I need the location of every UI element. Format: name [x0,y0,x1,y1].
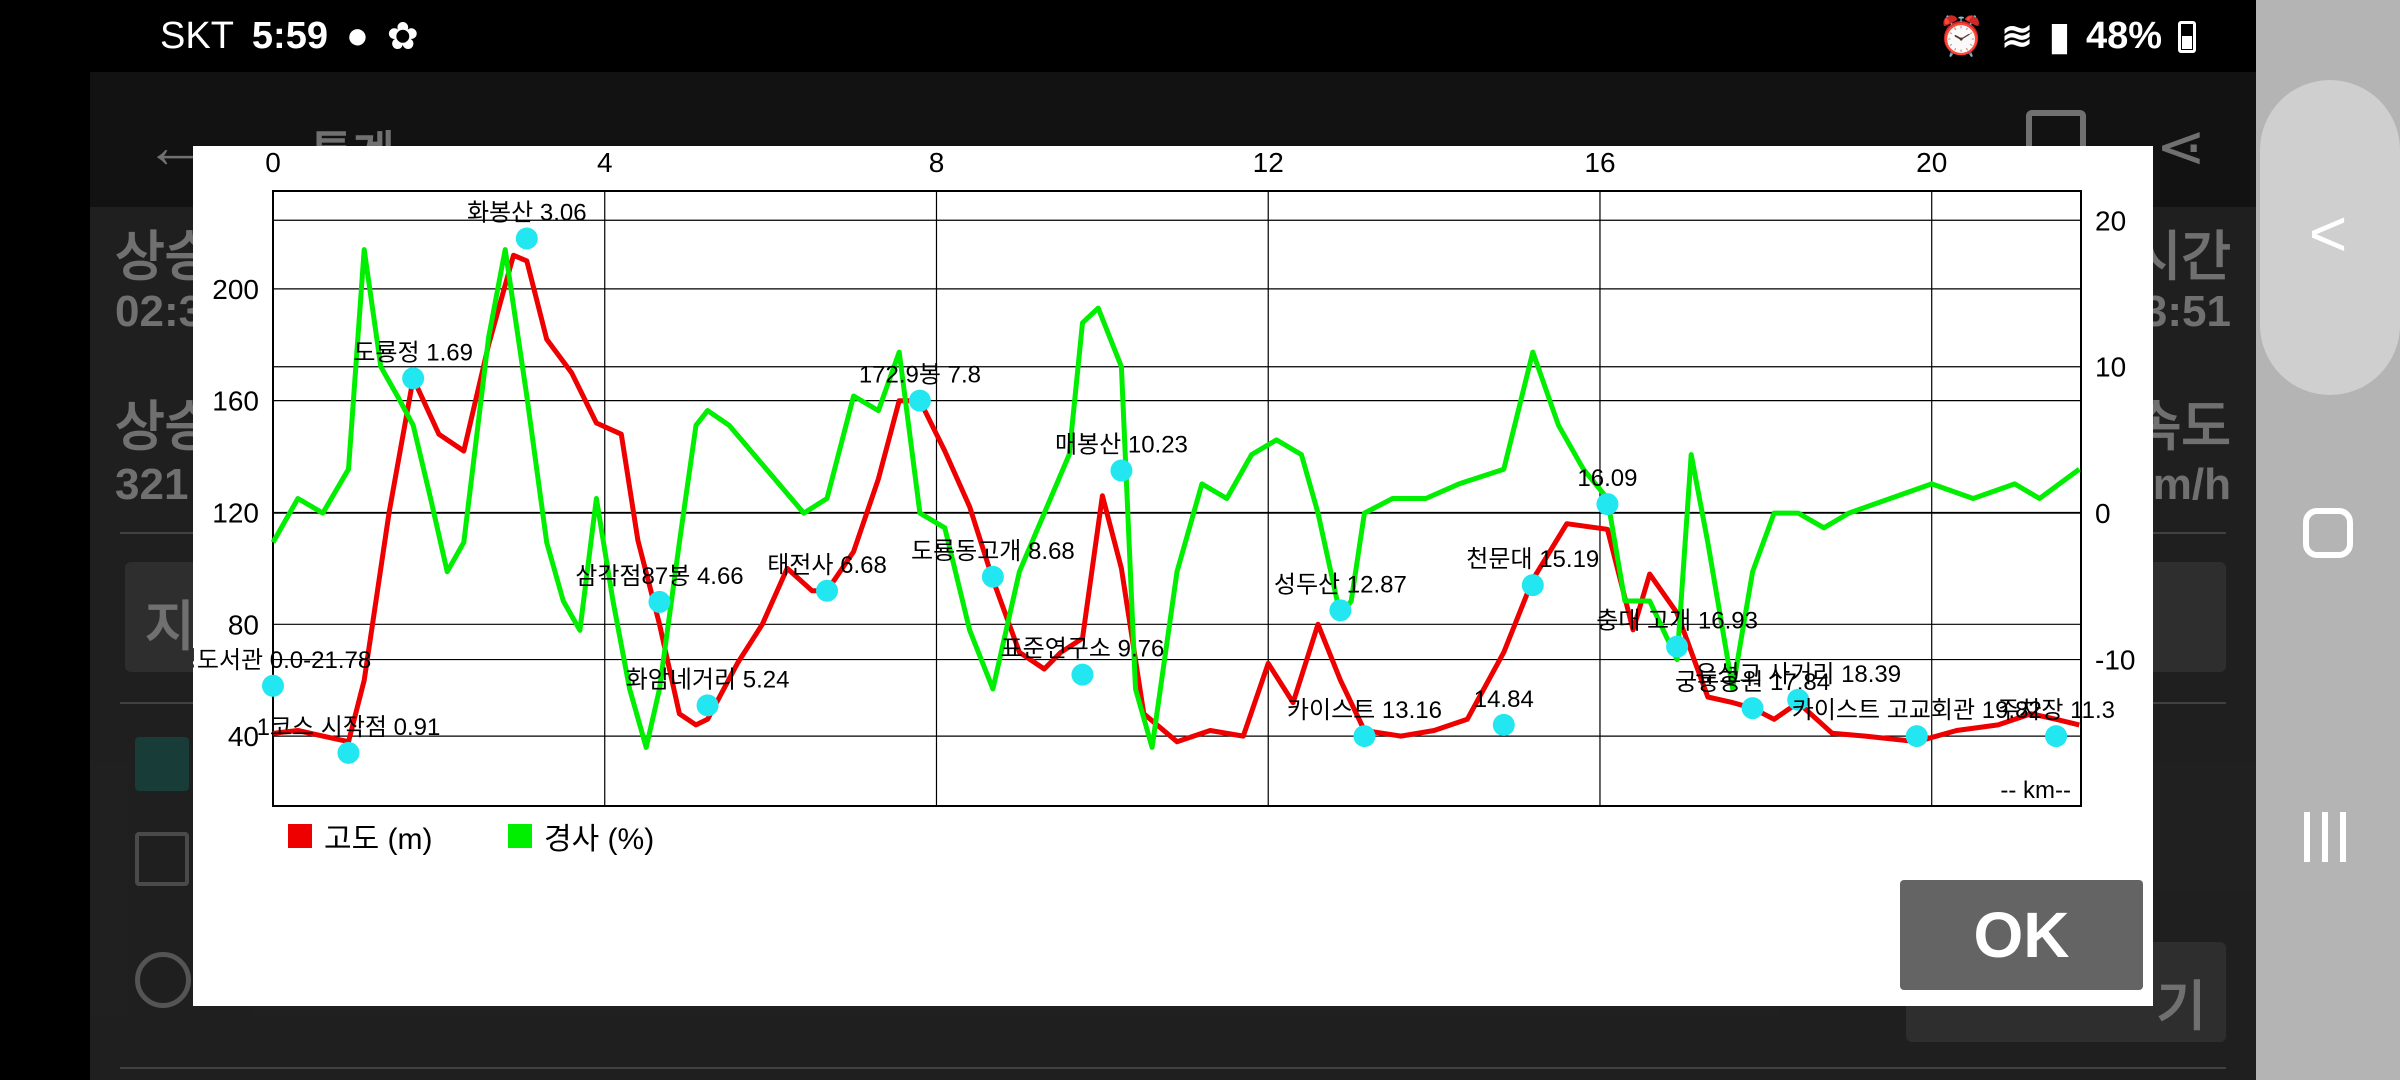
waypoint-label: 14.84 [1474,686,1534,713]
legend-swatch [508,824,532,848]
waypoint-marker [908,389,931,412]
back-nav-icon[interactable]: < [2308,196,2348,270]
elevation-chart: 0 4 8 12 16 20 200 160 120 80 40 20 10 0 -10 -- km-- 성도… [193,147,2135,807]
waypoint-label: 성두산 12.87 [1274,571,1407,598]
waypoint-marker [337,741,360,764]
waypoint-marker [1110,459,1133,482]
recent-apps-icon[interactable] [2304,812,2346,862]
wifi-icon: ≋ [2001,16,2034,58]
waypoint-marker [1521,574,1544,597]
waypoint-label: 태전사 6.68 [767,552,887,579]
waypoint-marker [1353,725,1376,748]
battery-icon [2178,20,2196,53]
waypoint-label: 유성고 사거리 18.39 [1695,661,1901,688]
waypoint-marker [981,565,1004,588]
divider [120,1067,2226,1069]
x-tick-label: 4 [597,147,613,178]
waypoint-marker [1741,697,1764,720]
y-left-tick-label: 80 [228,609,259,640]
y-right-tick-label: 0 [2095,498,2111,529]
signal-icon: ▮ [2049,16,2070,58]
legend-item-slope: 경사 (%) [508,814,654,858]
y-left-tick-label: 200 [212,274,259,305]
legend-swatch [288,824,312,848]
waypoint-marker [2045,725,2068,748]
waypoint-label: 매봉산 10.23 [1055,432,1188,459]
legend-label: 경사 (%) [544,823,655,856]
waypoint-label: 성도서관 0.0-21.78 [193,647,371,674]
waypoint-label: 도룡동고개 8.68 [911,538,1075,565]
x-tick-label: 12 [1253,147,1284,178]
waypoint-label: 카이스트 13.16 [1287,697,1442,724]
stat-value: 321 [115,460,189,509]
legend-item-elevation: 고도 (m) [288,814,433,858]
slope-line [270,247,2081,750]
checkbox[interactable] [135,832,189,886]
waypoint-marker [402,367,425,390]
carrier-label: SKT [160,15,234,57]
legend-label: 고도 (m) [324,823,433,856]
x-tick-label: 20 [1916,147,1947,178]
axis-ticks: 0 4 8 12 16 20 200 160 120 80 40 20 10 0 -10 -- km-- [212,147,2135,804]
waypoint-label: 16.09 [1577,465,1637,492]
waypoint-marker [816,579,839,602]
waypoint-marker [1666,635,1689,658]
waypoint-label: 주차장 11.3 [1997,697,2115,724]
message-icon: ● [345,15,369,57]
waypoint-label: 화암네거리 5.24 [626,666,790,693]
waypoint-marker [648,590,671,613]
waypoint-label: 충대 고개 16.93 [1596,608,1758,635]
y-right-tick-label: 10 [2095,352,2126,383]
y-left-tick-label: 40 [228,721,259,752]
y-left-tick-label: 120 [212,497,259,528]
x-tick-label: 0 [265,147,281,178]
y-right-tick-label: 20 [2095,205,2126,236]
edge-handle[interactable] [2260,80,2400,395]
checkbox-checked[interactable] [135,737,189,791]
navigation-bar: < [2256,0,2400,1080]
stat-value: 3:51 [2142,287,2231,336]
stat-value: m/h [2152,460,2231,509]
y-right-tick-label: -10 [2095,645,2135,676]
waypoint-marker [262,674,284,697]
status-bar: SKT 5:59 ● ✿ ⏰ ≋ ▮ 48% [0,0,2256,72]
filter-label: 지 [145,597,195,657]
waypoint-marker [1329,599,1352,622]
chart-dialog: 0 4 8 12 16 20 200 160 120 80 40 20 10 0 -10 -- km-- 성도… [193,146,2153,1006]
waypoint-marker [1071,663,1094,686]
running-icon: ✿ [386,16,419,58]
waypoint-label: 삼각점87봉 4.66 [575,563,743,590]
y-left-tick-label: 160 [212,386,259,417]
alarm-icon: ⏰ [1937,15,1986,58]
waypoint-label: 1코스 시작점 0.91 [257,714,441,741]
waypoint-marker [515,227,538,250]
share-icon[interactable]: ⋖ [2155,113,2206,180]
x-axis-unit-label: -- km-- [2000,777,2071,804]
bottom-button-label: 기 [2156,977,2206,1037]
waypoint-label: 도룡정 1.69 [353,339,473,366]
waypoint-label: 화봉산 3.06 [467,200,587,227]
clock: 5:59 [251,15,328,57]
waypoint-label: 표준연구소 9.76 [1001,636,1165,663]
radio-button[interactable] [135,952,191,1008]
waypoint-marker [1596,493,1619,516]
battery-percent: 48% [2085,15,2162,57]
elevation-line [272,252,2080,745]
home-nav-icon[interactable] [2303,508,2353,558]
waypoint-marker [1905,725,1928,748]
waypoint-label: 천문대 15.19 [1466,546,1599,573]
ok-button[interactable]: OK [1900,880,2143,990]
stat-value: 02:3 [115,287,204,336]
x-tick-label: 8 [929,147,945,178]
waypoint-label: 172.9봉 7.8 [859,362,981,389]
waypoint-marker [1492,713,1515,736]
waypoint-marker [1787,688,1810,711]
x-tick-label: 16 [1584,147,1615,178]
waypoint-label: 카이스트 고교회관 19.82 [1792,697,2042,724]
waypoint-marker [696,694,719,717]
waypoints: 성도서관 0.0-21.78 1코스 시작점 0.91 도룡정 1.69 화봉산 3.… [193,200,2115,764]
series-lines [270,247,2081,750]
